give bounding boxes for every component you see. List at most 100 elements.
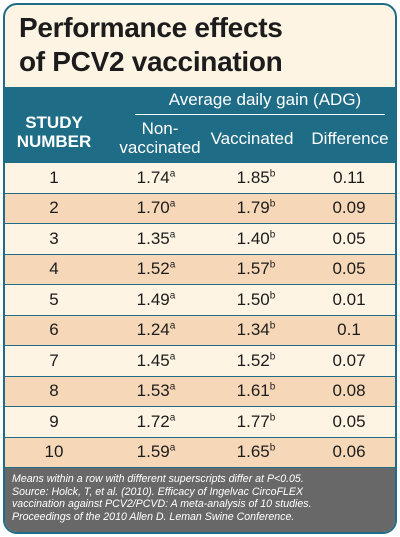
non-vaccinated-value: 1.74 xyxy=(136,167,170,187)
adg-group-header: Average daily gain (ADG) xyxy=(168,90,362,109)
non-vaccinated-superscript: a xyxy=(169,290,176,302)
title-line-1: Performance effects xyxy=(19,12,283,43)
table-header: Average daily gain (ADG) STUDY NUMBER No… xyxy=(5,87,395,163)
footnote-line-3: vaccination against PCV2/PCVD: A meta-an… xyxy=(12,498,312,511)
table-row: 2 1.70a 1.79b 0.09 xyxy=(5,193,395,224)
footnote-line-1: Means within a row with different supers… xyxy=(12,473,304,485)
difference-cell: 0.09 xyxy=(332,198,366,218)
vaccinated-superscript: b xyxy=(269,412,276,424)
adg-divider xyxy=(135,114,385,115)
vaccinated-cell: 1.77b xyxy=(209,412,303,432)
non-vaccinated-value: 1.24 xyxy=(136,320,170,340)
study-number-cell: 6 xyxy=(49,320,59,340)
study-number-cell: 3 xyxy=(49,228,59,248)
vaccinated-cell: 1.61b xyxy=(209,381,303,401)
vaccinated-cell: 1.34b xyxy=(209,320,303,340)
non-vaccinated-superscript: a xyxy=(169,259,176,271)
column-header-difference: Difference xyxy=(311,129,389,148)
nonvac-header-line-2: vaccinated xyxy=(119,138,201,157)
column-header-study-number: STUDY NUMBER xyxy=(9,113,99,151)
difference-cell: 0.1 xyxy=(337,320,361,340)
study-number-cell: 7 xyxy=(49,350,59,370)
non-vaccinated-value: 1.35 xyxy=(136,228,170,248)
non-vaccinated-cell: 1.70a xyxy=(103,198,209,218)
non-vaccinated-value: 1.45 xyxy=(136,350,170,370)
non-vaccinated-superscript: a xyxy=(169,412,176,424)
vaccinated-superscript: b xyxy=(269,229,276,241)
vaccinated-value: 1.40 xyxy=(236,228,270,248)
table-row: 5 1.49a 1.50b 0.01 xyxy=(5,285,395,316)
non-vaccinated-value: 1.49 xyxy=(136,289,170,309)
study-number-cell: 8 xyxy=(49,381,59,401)
vaccinated-value: 1.50 xyxy=(236,289,270,309)
vaccinated-cell: 1.50b xyxy=(209,290,303,310)
non-vaccinated-value: 1.70 xyxy=(136,198,170,218)
difference-cell: 0.07 xyxy=(332,350,366,370)
non-vaccinated-value: 1.52 xyxy=(136,259,170,279)
table-row: 7 1.45a 1.52b 0.07 xyxy=(5,346,395,377)
nonvac-header-line-1: Non- xyxy=(141,119,179,138)
vaccinated-superscript: b xyxy=(269,168,276,180)
non-vaccinated-cell: 1.35a xyxy=(103,229,209,249)
study-number-cell: 9 xyxy=(49,411,59,431)
vaccinated-value: 1.77 xyxy=(236,411,270,431)
table-row: 9 1.72a 1.77b 0.05 xyxy=(5,407,395,438)
non-vaccinated-cell: 1.74a xyxy=(103,168,209,188)
footnote: Means within a row with different supers… xyxy=(5,468,395,532)
column-header-non-vaccinated: Non- vaccinated xyxy=(105,119,215,157)
study-header-line-1: STUDY xyxy=(25,113,83,132)
study-number-cell: 1 xyxy=(49,167,59,187)
non-vaccinated-cell: 1.24a xyxy=(103,320,209,340)
non-vaccinated-superscript: a xyxy=(169,229,176,241)
non-vaccinated-cell: 1.52a xyxy=(103,259,209,279)
infographic-title: Performance effects of PCV2 vaccination xyxy=(5,5,395,87)
vaccinated-value: 1.34 xyxy=(236,320,270,340)
vaccinated-cell: 1.40b xyxy=(209,229,303,249)
study-number-cell: 10 xyxy=(44,442,64,462)
footnote-line-2: Source: Holck, T, et al. (2010). Efficac… xyxy=(12,485,304,498)
non-vaccinated-superscript: a xyxy=(169,381,176,393)
title-line-2: of PCV2 vaccination xyxy=(19,46,283,77)
vaccinated-superscript: b xyxy=(269,259,276,271)
vaccinated-value: 1.65 xyxy=(236,442,270,462)
vaccinated-value: 1.85 xyxy=(236,167,270,187)
study-number-cell: 4 xyxy=(49,259,59,279)
table-row: 3 1.35a 1.40b 0.05 xyxy=(5,224,395,255)
study-number-cell: 2 xyxy=(49,198,59,218)
vaccinated-value: 1.57 xyxy=(236,259,270,279)
non-vaccinated-cell: 1.49a xyxy=(103,290,209,310)
vaccinated-cell: 1.57b xyxy=(209,259,303,279)
vaccinated-value: 1.79 xyxy=(236,198,270,218)
non-vaccinated-superscript: a xyxy=(169,442,176,454)
non-vaccinated-superscript: a xyxy=(169,351,176,363)
non-vaccinated-superscript: a xyxy=(169,320,176,332)
column-header-vaccinated: Vaccinated xyxy=(210,129,294,148)
difference-cell: 0.05 xyxy=(332,228,366,248)
vaccinated-cell: 1.65b xyxy=(209,442,303,462)
non-vaccinated-cell: 1.72a xyxy=(103,412,209,432)
difference-cell: 0.01 xyxy=(332,289,366,309)
non-vaccinated-value: 1.53 xyxy=(136,381,170,401)
vaccinated-cell: 1.79b xyxy=(209,198,303,218)
vaccinated-cell: 1.85b xyxy=(209,168,303,188)
table-row: 10 1.59a 1.65b 0.06 xyxy=(5,437,395,468)
non-vaccinated-value: 1.72 xyxy=(136,411,170,431)
vaccinated-value: 1.61 xyxy=(236,381,270,401)
table-body: 1 1.74a 1.85b 0.11 2 1.70a 1.79b 0.09 3 1.35a 1.40… xyxy=(5,163,395,468)
vaccinated-superscript: b xyxy=(269,351,276,363)
vaccinated-superscript: b xyxy=(269,442,276,454)
non-vaccinated-value: 1.59 xyxy=(136,442,170,462)
footnote-line-4: Proceedings of the 2010 Allen D. Leman S… xyxy=(12,510,295,523)
study-header-line-2: NUMBER xyxy=(16,132,92,151)
vaccinated-superscript: b xyxy=(269,381,276,393)
non-vaccinated-cell: 1.59a xyxy=(103,442,209,462)
table-row: 8 1.53a 1.61b 0.08 xyxy=(5,376,395,407)
vaccinated-value: 1.52 xyxy=(236,350,270,370)
vaccinated-superscript: b xyxy=(269,198,276,210)
table-row: 1 1.74a 1.85b 0.11 xyxy=(5,163,395,194)
difference-cell: 0.08 xyxy=(332,381,366,401)
table-row: 4 1.52a 1.57b 0.05 xyxy=(5,254,395,285)
table-row: 6 1.24a 1.34b 0.1 xyxy=(5,315,395,346)
vaccinated-superscript: b xyxy=(269,320,276,332)
study-number-cell: 5 xyxy=(49,289,59,309)
